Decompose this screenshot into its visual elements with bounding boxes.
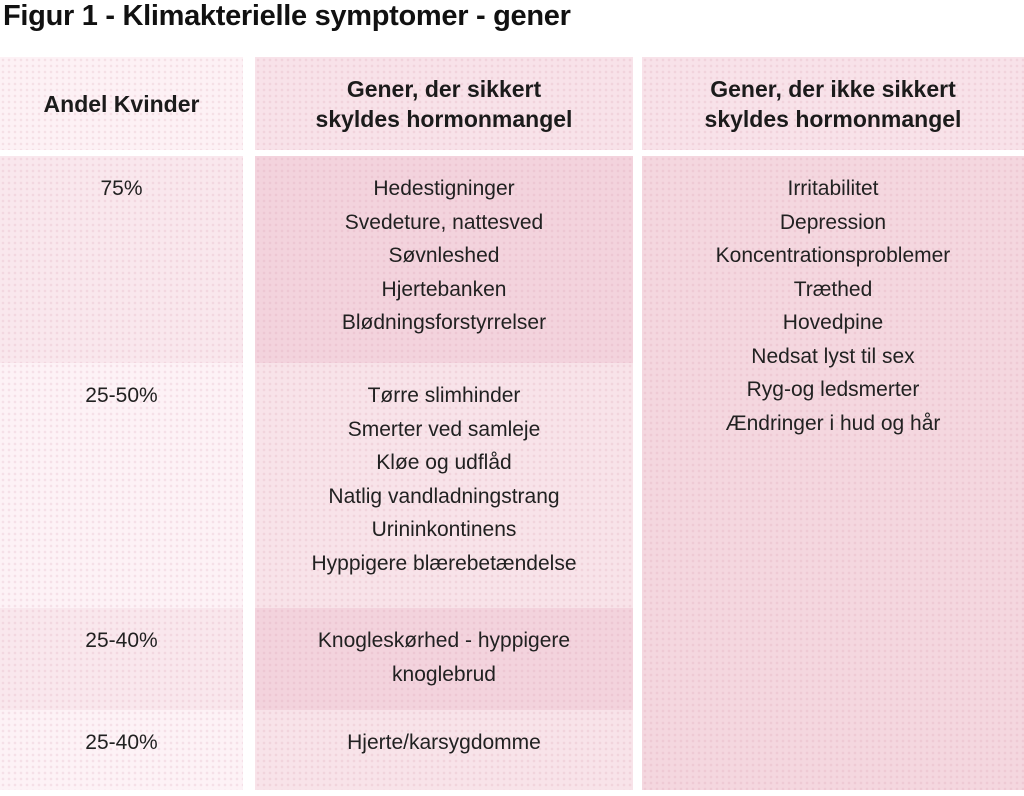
text-line: Nedsat lyst til sex bbox=[751, 344, 915, 368]
text-line: Natlig vandladningstrang bbox=[328, 484, 560, 508]
text-line: Gener, der ikke sikkert bbox=[710, 75, 956, 102]
text-line: Koncentrationsproblemer bbox=[715, 244, 951, 267]
text-line: Knogleskørhed - hyppigere bbox=[317, 629, 571, 652]
text-line: Hedestigninger bbox=[373, 177, 515, 200]
text-line: Hjerte/karsygdomme bbox=[347, 731, 541, 754]
text-line: skyldes hormonmangel bbox=[704, 105, 962, 132]
share-cell-row-1: 75% bbox=[0, 156, 243, 363]
certain-symptoms-cell-row-3: Knogleskørhed - hyppigere knoglebrud bbox=[255, 608, 633, 710]
certain-symptoms-cell-row-4: Hjerte/karsygdomme bbox=[255, 710, 633, 790]
uncertain-symptoms-cell: Irritabilitet Depression Koncentrationspro… bbox=[642, 156, 1024, 790]
text-line: Tørre slimhinder bbox=[367, 384, 521, 407]
header-cell-gener-ikke-sikkert: Gener, der ikke sikkert skyldes hormonman… bbox=[642, 57, 1024, 150]
text-line: Hjertebanken bbox=[381, 277, 507, 301]
text-line: Hyppigere blærebetændelse bbox=[311, 551, 577, 575]
figure-title: Figur 1 - Klimakterielle symptomer - gen… bbox=[3, 0, 571, 32]
text-line: Urininkontinens bbox=[371, 518, 517, 541]
text-line: Gener, der sikkert bbox=[346, 75, 542, 102]
share-cell-row-4: 25-40% bbox=[0, 710, 243, 790]
text-line: Andel Kvinder bbox=[43, 90, 200, 117]
text-line: Svedeture, nattesved bbox=[344, 210, 544, 234]
text-line: Irritabilitet bbox=[787, 177, 879, 200]
share-cell-row-3: 25-40% bbox=[0, 608, 243, 710]
share-cell-row-2: 25-50% bbox=[0, 363, 243, 608]
text-line: Smerter ved samleje bbox=[347, 417, 541, 441]
text-line: Ændringer i hud og hår bbox=[725, 411, 941, 435]
certain-symptoms-cell-row-2: Tørre slimhinder Smerter ved samleje Kløe … bbox=[255, 363, 633, 608]
text-line: Søvnleshed bbox=[388, 244, 500, 267]
text-line: knoglebrud bbox=[392, 662, 496, 686]
header-cell-gener-sikkert: Gener, der sikkert skyldes hormonmangel bbox=[255, 57, 633, 150]
text-line: Ryg-og ledsmerter bbox=[746, 378, 920, 401]
text-line: Kløe og udflåd bbox=[376, 451, 512, 474]
text-line: Hovedpine bbox=[782, 311, 884, 334]
text-line: Blødningsforstyrrelser bbox=[341, 311, 547, 334]
text-line: Depression bbox=[779, 210, 887, 234]
header-cell-andel-kvinder: Andel Kvinder bbox=[0, 57, 243, 150]
text-line: Træthed bbox=[793, 277, 873, 301]
text-line: skyldes hormonmangel bbox=[315, 105, 573, 132]
certain-symptoms-cell-row-1: Hedestigninger Svedeture, nattesved Søvnle… bbox=[255, 156, 633, 363]
